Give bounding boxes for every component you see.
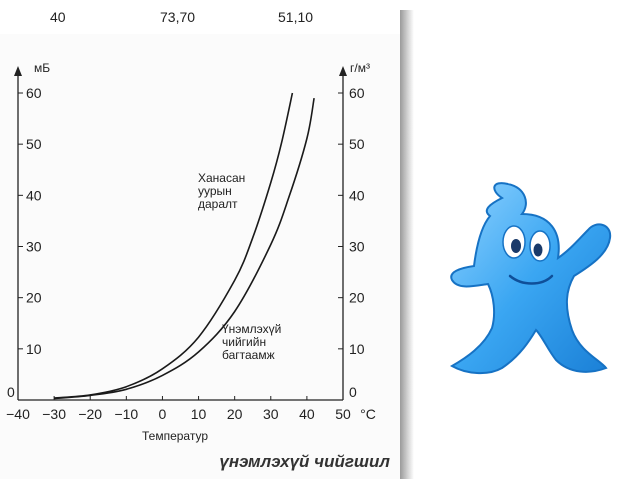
y-tick-label-left: 40 [26, 187, 42, 203]
annotation-absolute-humidity: Үнэмлэхүй [222, 322, 281, 336]
y-tick-label-right: 40 [349, 187, 365, 203]
y-tick-label-right: 50 [349, 136, 365, 152]
x-tick-label: −40 [6, 406, 30, 422]
y-axis-right-arrow [339, 66, 347, 76]
top-value-2: 73,70 [160, 9, 196, 25]
y-unit-left: мБ [34, 61, 50, 75]
top-value-3: 51,10 [278, 9, 314, 25]
annotation-absolute-humidity: багтаамж [222, 348, 275, 362]
y-tick-label-left: 10 [26, 341, 42, 357]
annotation-vapor-pressure: Ханасан [198, 171, 245, 185]
x-axis-label: Температур [142, 429, 208, 443]
x-unit-label: °C [360, 406, 376, 422]
y-tick-label-left: 60 [26, 85, 42, 101]
top-value-1: 40 [50, 9, 66, 25]
page-shadow [400, 10, 414, 479]
x-tick-label: 30 [263, 406, 279, 422]
x-tick-label: −10 [114, 406, 138, 422]
y-tick-label-right: 30 [349, 239, 365, 255]
series-line-vapor-pressure [54, 92, 294, 399]
mascot-image [449, 182, 612, 374]
x-tick-label: 40 [299, 406, 315, 422]
y-tick-label-right: 60 [349, 85, 365, 101]
y-tick-label-right: 10 [349, 341, 365, 357]
y-tick-label-left: 30 [26, 239, 42, 255]
y-tick-label-left: 0 [7, 384, 15, 400]
y-tick-label-right: 20 [349, 290, 365, 306]
y-tick-label-left: 20 [26, 290, 42, 306]
x-tick-label: 0 [159, 406, 167, 422]
y-tick-label-right: 0 [349, 384, 357, 400]
y-axis-left-arrow [14, 66, 22, 76]
scanned-chart-panel [0, 34, 400, 479]
x-tick-label: 20 [227, 406, 243, 422]
x-tick-label: −20 [78, 406, 102, 422]
y-tick-label-left: 50 [26, 136, 42, 152]
y-unit-right: г/м³ [350, 61, 370, 75]
x-tick-label: 50 [335, 406, 351, 422]
saturation-chart: мБ г/м³ 10 10 20 20 30 30 40 40 50 50 60 60 0 0 −40 −30 −2… [6, 61, 376, 443]
chart-caption: үнэмлэхүй чийгшил [219, 452, 390, 471]
annotation-vapor-pressure: уурын [198, 184, 232, 198]
series-line-absolute-humidity [54, 97, 315, 400]
annotation-absolute-humidity: чийгийн [222, 335, 266, 349]
x-tick-label: 10 [191, 406, 207, 422]
annotation-vapor-pressure: даралт [198, 197, 238, 211]
x-tick-label: −30 [42, 406, 66, 422]
